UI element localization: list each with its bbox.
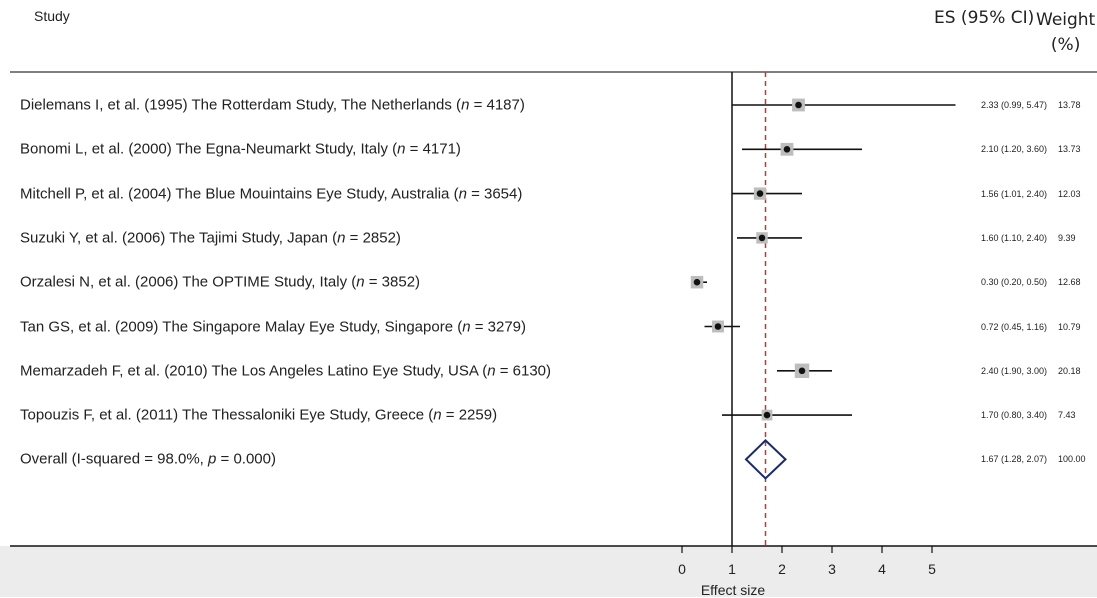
study-n: = 3852) [364,273,421,291]
es-ci-value: 2.40 (1.90, 3.00) [981,365,1048,376]
x-tick-label: 3 [828,561,836,577]
overall-weight-value: 100.00 [1058,454,1086,465]
study-author: Topouzis F, et al. (2011) The Thessaloni… [20,406,434,424]
header-weight: Weight (%) [1036,8,1095,58]
study-label: Orzalesi N, et al. (2006) The OPTIME Stu… [20,274,420,291]
es-ci-value: 2.10 (1.20, 3.60) [981,144,1048,155]
study-n: = 4171) [405,140,461,158]
overall-es-ci-value: 1.67 (1.28, 2.07) [981,454,1048,465]
study-label: Suzuki Y, et al. (2006) The Tajimi Study… [20,229,401,246]
x-tick-label: 0 [678,561,686,577]
study-author: Bonomi L, et al. (2000) The Egna-Neumark… [20,140,398,158]
n-symbol: n [337,229,346,247]
study-author: Tan GS, et al. (2009) The Singapore Mala… [20,318,463,335]
weight-value: 10.79 [1058,321,1081,332]
point-estimate [714,323,722,330]
n-symbol: n [356,273,365,291]
study-n: = 2259) [441,406,498,424]
overall-prefix: Overall (I-squared = 98.0%, [20,450,209,468]
n-symbol: n [458,185,467,203]
study-author: Memarzadeh F, et al. (2010) The Los Ange… [20,362,488,380]
overall-label: Overall (I-squared = 98.0%, p = 0.000) [20,451,276,468]
n-symbol: n [461,96,470,114]
point-estimate [783,146,791,153]
x-tick-label: 2 [778,561,786,577]
overall-p-value: = 0.000) [216,450,276,468]
overall-diamond [744,439,787,480]
point-estimate [756,190,764,197]
study-n: = 4187) [469,96,525,114]
weight-value: 20.18 [1058,365,1081,376]
es-ci-value: 0.30 (0.20, 0.50) [981,277,1048,288]
study-label: Bonomi L, et al. (2000) The Egna-Neumark… [20,141,461,158]
header-weight-line1: Weight [1036,10,1096,30]
weight-value: 13.73 [1058,144,1081,155]
study-n: = 2852) [345,229,401,247]
es-ci-value: 1.60 (1.10, 2.40) [981,232,1048,243]
study-label: Tan GS, et al. (2009) The Singapore Mala… [20,318,526,335]
es-ci-value: 0.72 (0.45, 1.16) [981,321,1048,332]
weight-value: 13.78 [1058,100,1081,110]
study-n: = 3654) [466,185,523,203]
axis-band [0,546,1097,597]
study-label: Mitchell P, et al. (2004) The Blue Mouin… [20,185,522,202]
header-es-ci: ES (95% CI) [934,8,1035,28]
point-estimate [798,367,806,375]
n-symbol: n [433,406,442,424]
point-estimate [693,278,701,286]
x-tick-label: 1 [728,561,736,577]
study-n: = 3279) [470,318,527,335]
point-estimate [758,234,766,242]
study-label: Dielemans I, et al. (1995) The Rotterdam… [20,97,525,114]
header-study: Study [34,8,70,24]
study-n: = 6130) [495,362,552,380]
x-tick-label: 4 [878,561,886,577]
weight-value: 12.68 [1058,277,1081,288]
n-symbol: n [397,140,406,158]
study-author: Orzalesi N, et al. (2006) The OPTIME Stu… [20,273,357,291]
x-tick-label: 5 [928,561,936,577]
x-axis-label: Effect size [700,582,766,598]
p-symbol: p [208,450,217,468]
point-estimate [795,101,802,109]
header-weight-line2: (%) [1050,35,1081,55]
weight-value: 7.43 [1058,410,1076,421]
n-symbol: n [462,318,471,335]
n-symbol: n [487,362,496,380]
es-ci-value: 1.70 (0.80, 3.40) [981,410,1048,421]
point-estimate [763,411,771,419]
study-author: Dielemans I, et al. (1995) The Rotterdam… [20,96,462,114]
weight-value: 9.39 [1058,232,1076,243]
study-author: Mitchell P, et al. (2004) The Blue Mouin… [20,185,459,203]
weight-value: 12.03 [1058,188,1081,199]
study-author: Suzuki Y, et al. (2006) The Tajimi Study… [20,229,338,247]
study-label: Memarzadeh F, et al. (2010) The Los Ange… [20,362,551,379]
es-ci-value: 2.33 (0.99, 5.47) [981,100,1048,110]
study-label: Topouzis F, et al. (2011) The Thessaloni… [20,407,497,424]
es-ci-value: 1.56 (1.01, 2.40) [981,188,1048,199]
